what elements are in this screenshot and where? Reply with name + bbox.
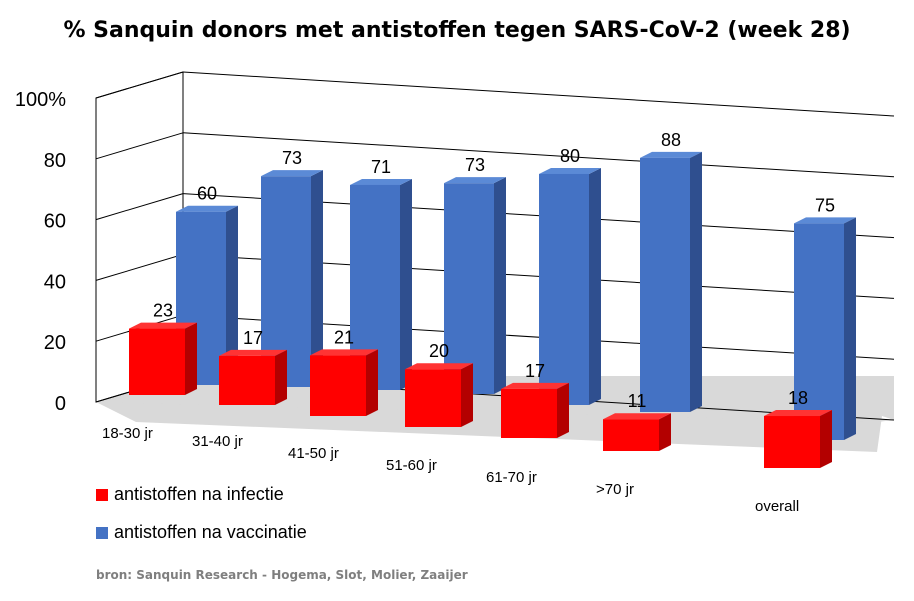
bar-vaccination-4-top (539, 167, 601, 174)
x-tick-label: >70 jr (596, 481, 634, 498)
bar-vaccination-1-side (311, 170, 323, 387)
x-tick-label: 61-70 jr (486, 469, 537, 486)
bar-infection-0: 23 (129, 301, 197, 395)
y-tick-label: 40 (44, 271, 66, 293)
bar-vaccination-1-top (261, 170, 323, 177)
bar-infection-5-front (603, 419, 659, 451)
y-tick-label: 100% (15, 89, 66, 111)
x-tick-label: overall (755, 498, 799, 515)
bar-vaccination-2-side (400, 178, 412, 390)
bar-vaccination-3-side (494, 177, 506, 394)
bar-infection-1-top (219, 349, 287, 356)
bar-infection-3-label: 20 (429, 341, 449, 361)
bar-infection-1: 17 (219, 328, 287, 405)
bar-vaccination-5: 88 (640, 130, 702, 412)
legend-item-vaccination: antistoffen na vaccinatie (96, 522, 307, 543)
bar-vaccination-2-label: 71 (371, 157, 391, 177)
bar-vaccination-4-label: 80 (560, 146, 580, 166)
bar-infection-1-label: 17 (243, 328, 263, 348)
legend-label-vaccination: antistoffen na vaccinatie (114, 522, 307, 542)
bar-infection-1-front (219, 355, 275, 405)
side-gridline (95, 71, 184, 99)
bar-vaccination-5-side (690, 151, 702, 412)
y-tick-label: 20 (44, 332, 66, 354)
chart-title: % Sanquin donors met antistoffen tegen S… (63, 18, 851, 43)
bar-infection-6: 18 (764, 388, 832, 468)
bar-vaccination-3: 73 (444, 155, 506, 394)
bar-infection-0-top (129, 322, 197, 329)
side-gridline (95, 132, 184, 160)
bar-infection-2-front (310, 355, 366, 416)
bar-vaccination-0-side (226, 205, 238, 385)
legend-item-infection: antistoffen na infectie (96, 484, 284, 505)
bar-infection-5-label: 11 (628, 391, 647, 411)
bar-vaccination-6: 75 (794, 195, 856, 440)
bar-vaccination-2-top (350, 178, 412, 185)
bar-vaccination-5-label: 88 (661, 130, 681, 150)
bar-vaccination-6-top (794, 217, 856, 224)
source-note: bron: Sanquin Research - Hogema, Slot, M… (96, 568, 468, 582)
x-tick-label: 51-60 jr (386, 457, 437, 474)
bar-infection-2-top (310, 349, 378, 356)
bar-infection-0-side (185, 322, 197, 395)
bar-infection-4-top (501, 382, 569, 389)
bar-infection-6-side (820, 410, 832, 468)
bar-vaccination-3-front (444, 183, 494, 394)
y-tick-label: 60 (44, 211, 66, 233)
bar-vaccination-6-label: 75 (815, 195, 835, 215)
legend-swatch-blue (96, 526, 108, 539)
x-tick-label: 31-40 jr (192, 433, 243, 450)
gridline (182, 132, 895, 178)
bar-vaccination-1-label: 73 (282, 148, 302, 168)
y-tick-label: 80 (44, 150, 66, 172)
vaccination-series: 60 73 71 73 80 88 75 (176, 130, 856, 440)
legend-label-infection: antistoffen na infectie (114, 484, 284, 504)
bar-vaccination-4-front (539, 173, 589, 405)
bar-infection-4-label: 17 (525, 361, 545, 381)
bar-infection-5-side (659, 413, 671, 451)
bar-infection-6-label: 18 (788, 388, 808, 408)
x-tick-label: 41-50 jr (288, 445, 339, 462)
side-gridline (95, 193, 184, 221)
x-tick-label: 18-30 jr (102, 425, 153, 442)
bar-infection-1-side (275, 349, 287, 405)
bar-vaccination-6-front (794, 223, 844, 440)
bar-infection-4: 17 (501, 361, 569, 438)
gridline (182, 71, 895, 117)
bar-vaccination-0-top (176, 205, 238, 212)
bar-infection-6-front (764, 416, 820, 468)
bar-infection-5-top (603, 413, 671, 420)
bar-infection-2-label: 21 (334, 327, 354, 347)
infection-series: 23 17 21 20 17 11 18 (129, 301, 832, 468)
bar-vaccination-5-front (640, 157, 690, 412)
bar-infection-3-front (405, 369, 461, 427)
x-axis-labels: 18-30 jr 31-40 jr 41-50 jr 51-60 jr 61-70 jr… (102, 425, 799, 515)
bar-vaccination-5-top (640, 151, 702, 158)
bar-infection-4-front (501, 388, 557, 438)
bar-vaccination-4: 80 (539, 146, 601, 405)
bar-infection-2-side (366, 349, 378, 416)
bar-vaccination-3-label: 73 (465, 155, 485, 175)
bar-infection-4-side (557, 382, 569, 438)
bar-infection-3: 20 (405, 341, 473, 427)
bar-vaccination-4-side (589, 167, 601, 405)
bar-infection-2: 21 (310, 327, 378, 416)
bar-infection-3-top (405, 363, 473, 370)
bar-vaccination-6-side (844, 217, 856, 440)
bar-vaccination-0-label: 60 (197, 184, 217, 204)
bar-infection-0-front (129, 328, 185, 395)
bar-infection-0-label: 23 (153, 301, 173, 321)
legend-swatch-red (96, 488, 108, 501)
side-gridline (95, 253, 184, 281)
bar-vaccination-3-top (444, 177, 506, 184)
bar-infection-3-side (461, 363, 473, 427)
y-tick-label: 0 (55, 393, 66, 415)
bar-infection-6-top (764, 410, 832, 417)
chart-floor-top (96, 376, 894, 422)
bar-infection-5: 11 (603, 391, 671, 451)
